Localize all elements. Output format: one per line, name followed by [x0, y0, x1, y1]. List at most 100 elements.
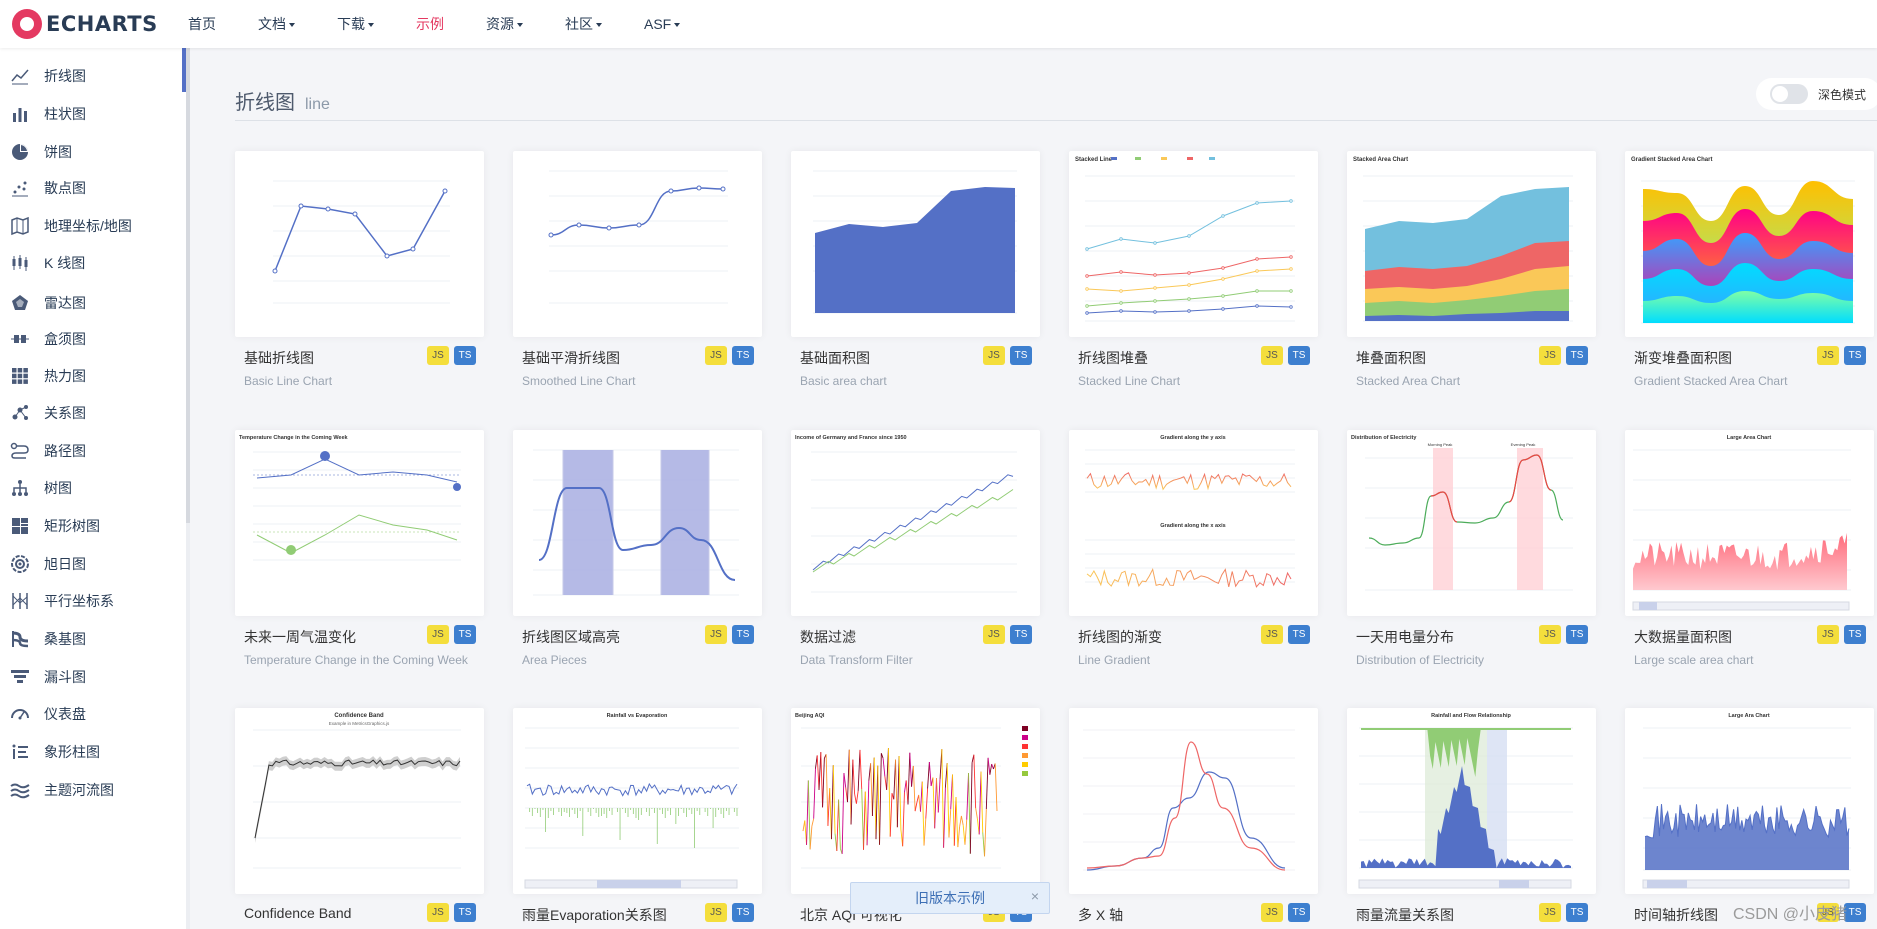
- example-thumbnail[interactable]: Stacked Line: [1069, 151, 1318, 337]
- js-badge[interactable]: JS: [1261, 625, 1283, 644]
- example-title[interactable]: 折线图区域高亮: [522, 629, 620, 645]
- js-badge[interactable]: JS: [983, 346, 1005, 365]
- example-thumbnail[interactable]: Large Area Chart: [1625, 430, 1874, 616]
- example-title[interactable]: 堆叠面积图: [1356, 350, 1426, 366]
- sidebar-item-radar[interactable]: 雷达图: [0, 285, 186, 321]
- js-badge[interactable]: JS: [427, 346, 449, 365]
- js-badge[interactable]: JS: [1539, 625, 1561, 644]
- example-title[interactable]: 大数据量面积图: [1634, 629, 1732, 645]
- ts-badge[interactable]: TS: [1844, 903, 1866, 922]
- example-title[interactable]: 多 X 轴: [1078, 907, 1124, 923]
- nav-examples[interactable]: 示例: [416, 14, 444, 34]
- example-card-gradient-stacked[interactable]: Gradient Stacked Area Chart 渐变堆叠面积图 Gradie…: [1625, 151, 1874, 388]
- dark-mode-toggle[interactable]: 深色模式: [1756, 78, 1877, 110]
- sidebar-item-sankey[interactable]: 桑基图: [0, 621, 186, 657]
- js-badge[interactable]: JS: [1539, 346, 1561, 365]
- sidebar-item-pie-chart[interactable]: 饼图: [0, 134, 186, 170]
- example-thumbnail[interactable]: Distribution of Electricity Morning Peak E…: [1347, 430, 1596, 616]
- example-title[interactable]: 基础折线图: [244, 350, 314, 366]
- ts-badge[interactable]: TS: [1566, 903, 1588, 922]
- ts-badge[interactable]: TS: [454, 346, 476, 365]
- example-title[interactable]: 未来一周气温变化: [244, 629, 356, 645]
- example-card-confidence-band[interactable]: Confidence Band Example in MetricsGraphic…: [235, 708, 484, 922]
- example-card-rainfall-flow[interactable]: Rainfall and Flow Relationship 雨量流量关系图 JS T…: [1347, 708, 1596, 923]
- example-thumbnail[interactable]: Income of Germany and France since 1950: [791, 430, 1040, 616]
- sidebar-item-line-chart[interactable]: 折线图: [0, 58, 186, 94]
- example-title[interactable]: 折线图的渐变: [1078, 629, 1162, 645]
- js-badge[interactable]: JS: [1817, 903, 1839, 922]
- example-title[interactable]: 渐变堆叠面积图: [1634, 350, 1732, 366]
- nav-download[interactable]: 下载: [337, 14, 374, 34]
- example-card-large-area[interactable]: Large Area Chart 大数据量面积图 Large scale area …: [1625, 430, 1874, 667]
- sidebar-item-lines[interactable]: 路径图: [0, 433, 186, 469]
- sidebar-item-funnel[interactable]: 漏斗图: [0, 659, 186, 695]
- example-title[interactable]: Confidence Band: [244, 905, 352, 921]
- js-badge[interactable]: JS: [427, 903, 449, 922]
- close-icon[interactable]: ×: [1030, 888, 1039, 904]
- example-thumbnail[interactable]: Rainfall and Flow Relationship: [1347, 708, 1596, 894]
- example-title[interactable]: 基础平滑折线图: [522, 350, 620, 366]
- sidebar-item-bar-chart[interactable]: 柱状图: [0, 96, 186, 132]
- sidebar-item-gauge[interactable]: 仪表盘: [0, 696, 186, 732]
- js-badge[interactable]: JS: [705, 903, 727, 922]
- sidebar-item-parallel[interactable]: 平行坐标系: [0, 583, 186, 619]
- example-thumbnail[interactable]: [791, 151, 1040, 337]
- example-thumbnail[interactable]: Beijing AQI: [791, 708, 1040, 894]
- example-thumbnail[interactable]: Stacked Area Chart: [1347, 151, 1596, 337]
- example-card-smooth-line[interactable]: 基础平滑折线图 Smoothed Line Chart JS TS: [513, 151, 762, 388]
- nav-docs[interactable]: 文档: [258, 14, 295, 34]
- sidebar-item-heatmap[interactable]: 热力图: [0, 358, 186, 394]
- example-thumbnail[interactable]: [513, 430, 762, 616]
- example-card-time-axis[interactable]: Large Ara Chart 时间轴折线图 JS TS: [1625, 708, 1874, 923]
- ts-badge[interactable]: TS: [732, 625, 754, 644]
- example-card-stacked-area[interactable]: Stacked Area Chart 堆叠面积图 Stacked Area Char…: [1347, 151, 1596, 388]
- sidebar-item-tree[interactable]: 树图: [0, 470, 186, 506]
- example-thumbnail[interactable]: Confidence Band Example in MetricsGraphic…: [235, 708, 484, 894]
- example-thumbnail[interactable]: Large Ara Chart: [1625, 708, 1874, 894]
- js-badge[interactable]: JS: [1261, 903, 1283, 922]
- example-title[interactable]: 时间轴折线图: [1634, 907, 1718, 923]
- ts-badge[interactable]: TS: [1566, 625, 1588, 644]
- nav-resources[interactable]: 资源: [486, 14, 523, 34]
- nav-community[interactable]: 社区: [565, 14, 602, 34]
- ts-badge[interactable]: TS: [1288, 625, 1310, 644]
- ts-badge[interactable]: TS: [1288, 903, 1310, 922]
- ts-badge[interactable]: TS: [1844, 625, 1866, 644]
- ts-badge[interactable]: TS: [1844, 346, 1866, 365]
- example-thumbnail[interactable]: Rainfall vs Evaporation: [513, 708, 762, 894]
- js-badge[interactable]: JS: [983, 625, 1005, 644]
- example-card-area-pieces[interactable]: 折线图区域高亮 Area Pieces JS TS: [513, 430, 762, 667]
- example-title[interactable]: 一天用电量分布: [1356, 629, 1454, 645]
- js-badge[interactable]: JS: [705, 625, 727, 644]
- ts-badge[interactable]: TS: [454, 625, 476, 644]
- example-thumbnail[interactable]: [1069, 708, 1318, 894]
- example-card-line-gradient[interactable]: Gradient along the y axis Gradient along …: [1069, 430, 1318, 667]
- sidebar-item-treemap[interactable]: 矩形树图: [0, 508, 186, 544]
- sidebar-item-candlestick[interactable]: K 线图: [0, 245, 186, 281]
- old-version-banner[interactable]: 旧版本示例 ×: [850, 882, 1050, 914]
- nav-home[interactable]: 首页: [188, 14, 216, 34]
- example-card-electricity[interactable]: Distribution of Electricity Morning Peak E…: [1347, 430, 1596, 667]
- js-badge[interactable]: JS: [1261, 346, 1283, 365]
- example-card-data-filter[interactable]: Income of Germany and France since 1950 数…: [791, 430, 1040, 667]
- toggle-switch[interactable]: [1770, 84, 1808, 104]
- ts-badge[interactable]: TS: [1288, 346, 1310, 365]
- sidebar-item-scatter-chart[interactable]: 散点图: [0, 170, 186, 206]
- example-thumbnail[interactable]: [513, 151, 762, 337]
- js-badge[interactable]: JS: [1817, 346, 1839, 365]
- example-card-temperature[interactable]: Temperature Change in the Coming Week 未来一…: [235, 430, 484, 667]
- example-card-basic-area[interactable]: 基础面积图 Basic area chart JS TS: [791, 151, 1040, 388]
- example-title[interactable]: 基础面积图: [800, 350, 870, 366]
- example-title[interactable]: 折线图堆叠: [1078, 350, 1148, 366]
- js-badge[interactable]: JS: [705, 346, 727, 365]
- sidebar-item-map[interactable]: 地理坐标/地图: [0, 208, 186, 244]
- js-badge[interactable]: JS: [427, 625, 449, 644]
- ts-badge[interactable]: TS: [1010, 625, 1032, 644]
- example-card-rainfall-evaporation[interactable]: Rainfall vs Evaporation 雨量Evaporation关系图 J…: [513, 708, 762, 923]
- sidebar-item-graph[interactable]: 关系图: [0, 395, 186, 431]
- sidebar-item-boxplot[interactable]: 盒须图: [0, 321, 186, 357]
- example-thumbnail[interactable]: Gradient along the y axis Gradient along …: [1069, 430, 1318, 616]
- sidebar-item-pictorial-bar[interactable]: 象形柱图: [0, 734, 186, 770]
- example-card-stacked-line[interactable]: Stacked Line 折线图堆叠 Stacked Line Chart JS TS: [1069, 151, 1318, 388]
